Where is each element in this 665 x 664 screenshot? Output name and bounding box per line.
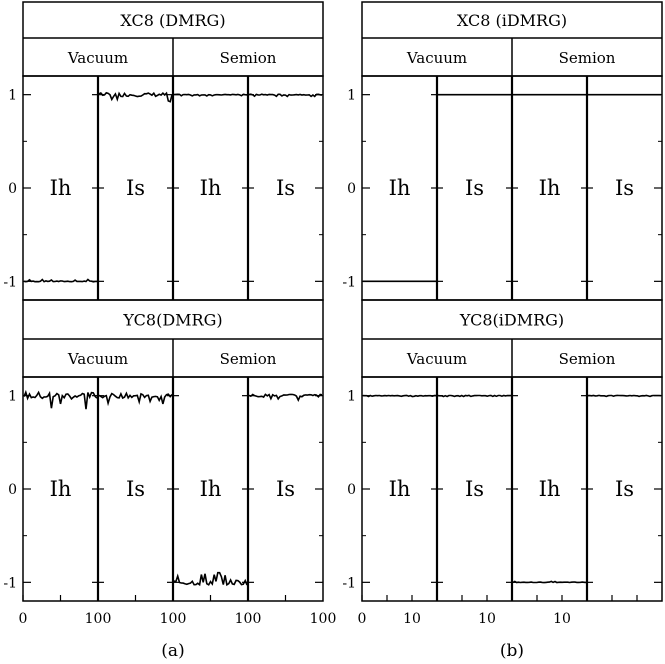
region-label: Is xyxy=(276,176,295,200)
region-label: Ih xyxy=(539,477,561,501)
chart-title: YC8(DMRG) xyxy=(122,311,222,330)
series-trace xyxy=(98,91,173,103)
sector-label: Semion xyxy=(559,350,616,368)
chart-title: XC8 (iDMRG) xyxy=(457,11,567,30)
series-trace xyxy=(248,393,323,402)
region-label: Ih xyxy=(389,477,411,501)
series-trace xyxy=(248,93,323,98)
chart-title: XC8 (DMRG) xyxy=(120,11,225,30)
series-trace xyxy=(23,278,98,283)
region-label: Ih xyxy=(389,176,411,200)
region-label: Ih xyxy=(50,477,72,501)
panel-label-a: (a) xyxy=(161,641,184,661)
region-label: Is xyxy=(126,477,145,501)
x-tick-label: 100 xyxy=(310,611,337,627)
y-tick-label: 1 xyxy=(8,389,17,405)
sector-label: Semion xyxy=(220,49,277,67)
series-trace xyxy=(173,571,248,587)
chart-title: YC8(iDMRG) xyxy=(459,311,564,330)
x-tick-label: 100 xyxy=(160,611,187,627)
region-label: Ih xyxy=(200,477,222,501)
region-label: Is xyxy=(465,176,484,200)
y-tick-label: 0 xyxy=(8,181,17,197)
x-tick-label: 100 xyxy=(85,611,112,627)
region-label: Is xyxy=(126,176,145,200)
x-tick-label: 100 xyxy=(235,611,262,627)
x-tick-label: 10 xyxy=(403,611,421,627)
y-tick-label: 0 xyxy=(347,181,356,197)
panel-label-b: (b) xyxy=(500,641,524,661)
region-label: Is xyxy=(276,477,295,501)
y-tick-label: -1 xyxy=(3,274,17,290)
y-tick-label: -1 xyxy=(342,274,356,290)
sector-label: Semion xyxy=(220,350,277,368)
y-tick-label: -1 xyxy=(342,575,356,591)
x-tick-label: 0 xyxy=(19,611,28,627)
series-trace xyxy=(362,394,436,398)
sector-label: Semion xyxy=(559,49,616,67)
region-label: Ih xyxy=(539,176,561,200)
region-label: Is xyxy=(465,477,484,501)
sector-label: Vacuum xyxy=(406,49,467,67)
region-label: Ih xyxy=(50,176,72,200)
sector-label: Vacuum xyxy=(67,350,128,368)
sector-label: Vacuum xyxy=(67,49,128,67)
series-trace xyxy=(98,391,173,407)
series-trace xyxy=(437,394,512,398)
region-label: Is xyxy=(615,176,634,200)
y-tick-label: 0 xyxy=(8,482,17,498)
sector-label: Vacuum xyxy=(406,350,467,368)
series-trace xyxy=(512,580,587,584)
x-tick-label: 10 xyxy=(478,611,496,627)
series-trace xyxy=(588,394,662,398)
series-trace xyxy=(173,93,248,97)
y-tick-label: 1 xyxy=(347,389,356,405)
y-tick-label: 1 xyxy=(347,88,356,104)
y-tick-label: 0 xyxy=(347,482,356,498)
y-tick-label: -1 xyxy=(3,575,17,591)
series-trace xyxy=(23,389,98,410)
region-label: Is xyxy=(615,477,634,501)
x-tick-label: 10 xyxy=(553,611,571,627)
region-label: Ih xyxy=(200,176,222,200)
x-tick-label: 0 xyxy=(358,611,367,627)
y-tick-label: 1 xyxy=(8,88,17,104)
